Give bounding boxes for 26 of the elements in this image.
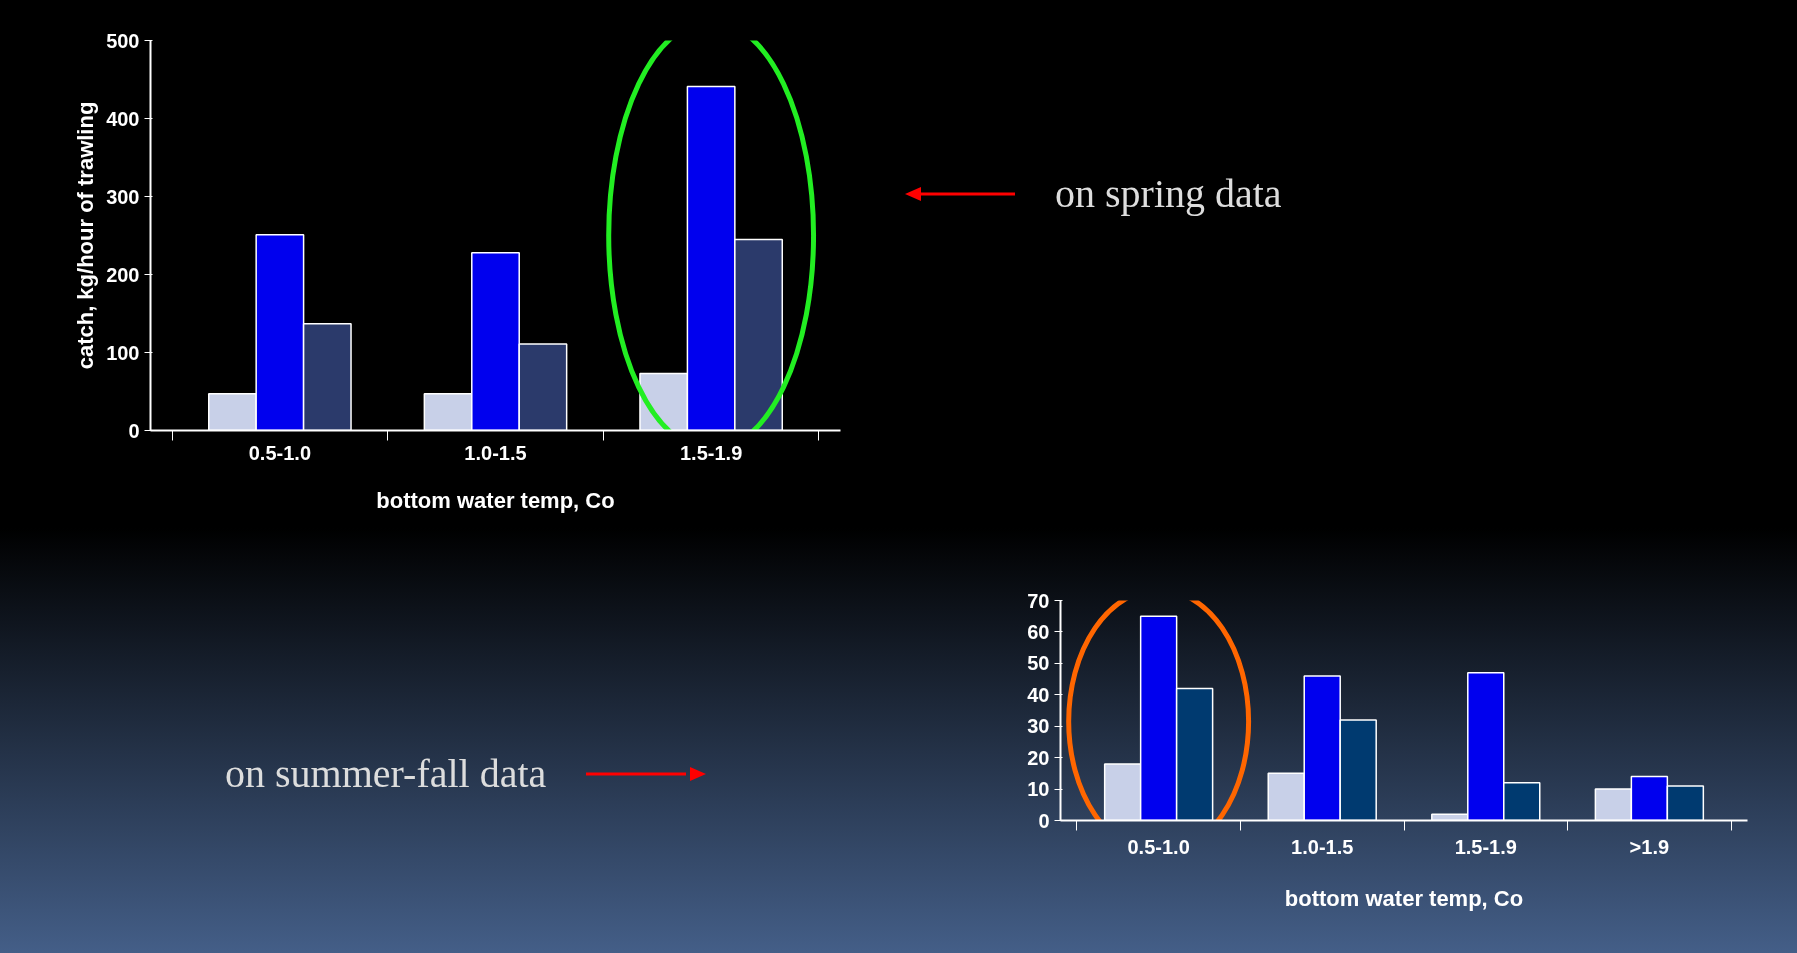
text: on summer-fall data [225,750,547,798]
y-tick-label: 0 [1038,809,1050,832]
x-tick-label: 0.5-1.0 [248,441,312,464]
x-tick-label: 0.5-1.0 [1127,835,1190,858]
y-tick-label: 60 [1027,620,1050,643]
y-tick-label: 500 [106,29,140,52]
y-tick-label: 0 [128,419,140,442]
y-tick-label: 300 [106,185,140,208]
x-axis-title: bottom water temp, Co [1284,885,1524,911]
y-tick-label: 40 [1027,683,1050,706]
y-tick-label: 70 [1027,589,1050,612]
x-tick-label: >1.9 [1629,835,1670,858]
y-tick-label: 20 [1027,746,1050,769]
text: on spring data [1055,170,1282,218]
y-axis-title: catch, kg/hour of trawling [73,101,99,370]
x-tick-label: 1.5-1.9 [1454,835,1517,858]
y-tick-label: 400 [106,107,140,130]
x-tick-label: 1.0-1.5 [1291,835,1354,858]
y-tick-label: 200 [106,263,140,286]
y-tick-label: 100 [106,341,140,364]
x-axis-title: bottom water temp, Co [376,487,615,513]
y-tick-label: 50 [1027,652,1050,675]
y-tick-label: 30 [1027,715,1050,738]
x-tick-label: 1.0-1.5 [464,441,527,464]
x-tick-label: 1.5-1.9 [679,441,743,464]
y-tick-label: 10 [1027,778,1050,801]
